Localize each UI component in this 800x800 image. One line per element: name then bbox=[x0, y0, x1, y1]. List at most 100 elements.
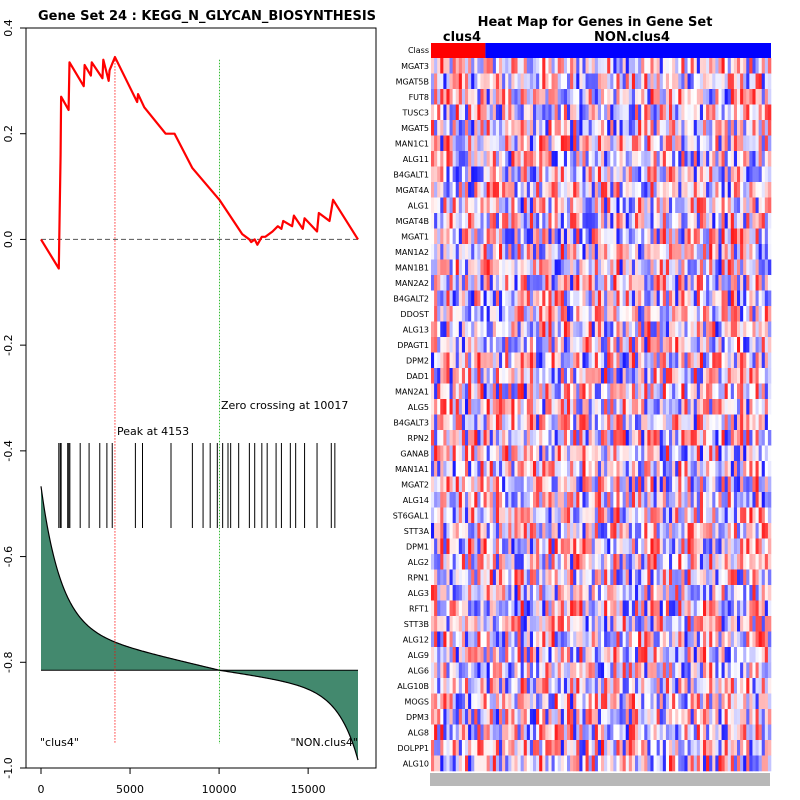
heatmap-cell bbox=[696, 662, 701, 679]
heatmap-cell bbox=[628, 275, 633, 291]
heatmap-cell bbox=[761, 275, 766, 291]
heatmap-cell bbox=[557, 337, 562, 353]
heatmap-cell bbox=[681, 383, 685, 400]
heatmap-cell bbox=[551, 89, 555, 105]
heatmap-cell bbox=[495, 693, 500, 710]
heatmap-cell bbox=[767, 724, 772, 741]
heatmap-cell bbox=[502, 89, 506, 105]
heatmap-cell bbox=[684, 662, 688, 679]
heatmap-cell bbox=[523, 135, 528, 152]
heatmap-cell bbox=[548, 244, 552, 260]
heatmap-cell bbox=[542, 476, 546, 493]
heatmap-cell bbox=[699, 554, 704, 570]
heatmap-cell bbox=[687, 631, 691, 648]
heatmap-cell bbox=[690, 306, 695, 322]
heatmap-cell bbox=[502, 120, 506, 136]
heatmap-cell bbox=[529, 383, 534, 400]
heatmap-cell bbox=[647, 182, 651, 198]
heatmap-cell bbox=[706, 507, 710, 524]
heatmap-cell bbox=[431, 414, 435, 431]
heatmap-cell bbox=[696, 476, 701, 493]
heatmap-cell bbox=[758, 228, 763, 245]
heatmap-cell bbox=[511, 166, 515, 183]
heatmap-cell bbox=[582, 740, 586, 756]
heatmap-cell bbox=[480, 166, 484, 183]
heatmap-cell bbox=[706, 399, 710, 415]
heatmap-cell bbox=[536, 89, 540, 105]
heatmap-cell bbox=[693, 678, 698, 694]
heatmap-cell bbox=[557, 554, 562, 570]
heatmap-cell bbox=[461, 290, 466, 307]
heatmap-cell bbox=[486, 678, 491, 694]
heatmap-cell bbox=[696, 73, 701, 90]
heatmap-cell bbox=[758, 73, 763, 90]
heatmap-cell bbox=[622, 166, 627, 183]
heatmap-cell bbox=[718, 523, 722, 539]
heatmap-cell bbox=[567, 259, 571, 276]
heatmap-cell bbox=[477, 306, 481, 322]
heatmap-cell bbox=[737, 724, 741, 741]
heatmap-cell bbox=[712, 678, 716, 694]
heatmap-cell bbox=[570, 585, 574, 601]
heatmap-cell bbox=[557, 182, 562, 198]
heatmap-cell bbox=[452, 724, 457, 741]
heatmap-cell bbox=[650, 709, 654, 725]
heatmap-cell bbox=[644, 523, 648, 539]
heatmap-cell bbox=[681, 104, 685, 121]
heatmap-cell bbox=[560, 647, 565, 663]
heatmap-cell bbox=[585, 523, 589, 539]
heatmap-cell bbox=[656, 445, 661, 462]
heatmap-cell bbox=[529, 213, 534, 229]
heatmap-cell bbox=[669, 275, 673, 291]
heatmap-cell bbox=[434, 135, 438, 152]
heatmap-cell bbox=[659, 244, 664, 260]
heatmap-cell bbox=[449, 228, 453, 245]
heatmap-cell bbox=[647, 693, 651, 710]
heatmap-cell bbox=[737, 290, 741, 307]
heatmap-cell bbox=[610, 151, 614, 167]
heatmap-cell bbox=[505, 445, 509, 462]
heatmap-cell bbox=[548, 259, 552, 276]
heatmap-cell bbox=[483, 740, 487, 756]
heatmap-cell bbox=[647, 321, 651, 338]
heatmap-cell bbox=[480, 724, 484, 741]
heatmap-cell bbox=[480, 585, 484, 601]
class-name-non-clus4: NON.clus4 bbox=[594, 30, 670, 45]
heatmap-cell bbox=[687, 523, 691, 539]
heatmap-cell bbox=[616, 724, 620, 741]
heatmap-cell bbox=[752, 321, 756, 338]
heatmap-cell bbox=[665, 647, 670, 663]
heatmap-cell bbox=[644, 151, 648, 167]
heatmap-cell bbox=[746, 554, 750, 570]
heatmap-cell bbox=[647, 151, 651, 167]
heatmap-cell bbox=[703, 244, 707, 260]
heatmap-cell bbox=[628, 631, 633, 648]
heatmap-cell bbox=[730, 135, 735, 152]
heatmap-cell bbox=[650, 166, 654, 183]
heatmap-cell bbox=[628, 554, 633, 570]
heatmap-cell bbox=[743, 321, 747, 338]
heatmap-cell bbox=[597, 662, 602, 679]
heatmap-cell bbox=[508, 73, 512, 90]
heatmap-cell bbox=[542, 306, 546, 322]
heatmap-cell bbox=[514, 740, 518, 756]
heatmap-cell bbox=[653, 538, 657, 555]
heatmap-cell bbox=[465, 368, 469, 384]
heatmap-cell bbox=[452, 120, 457, 136]
heatmap-cell bbox=[440, 306, 444, 322]
heatmap-cell bbox=[474, 337, 478, 353]
heatmap-cell bbox=[672, 306, 676, 322]
heatmap-cell bbox=[733, 445, 738, 462]
heatmap-cell bbox=[449, 306, 453, 322]
heatmap-cell bbox=[601, 73, 605, 90]
heatmap-cell bbox=[495, 538, 500, 555]
heatmap-cell bbox=[737, 306, 741, 322]
heatmap-cell bbox=[554, 647, 559, 663]
heatmap-cell bbox=[458, 569, 463, 586]
heatmap-cell bbox=[492, 259, 497, 276]
heatmap-cell bbox=[755, 430, 759, 446]
heatmap-cell bbox=[656, 259, 661, 276]
heatmap-cell bbox=[613, 430, 617, 446]
heatmap-cell bbox=[622, 244, 627, 260]
heatmap-cell bbox=[520, 383, 525, 400]
